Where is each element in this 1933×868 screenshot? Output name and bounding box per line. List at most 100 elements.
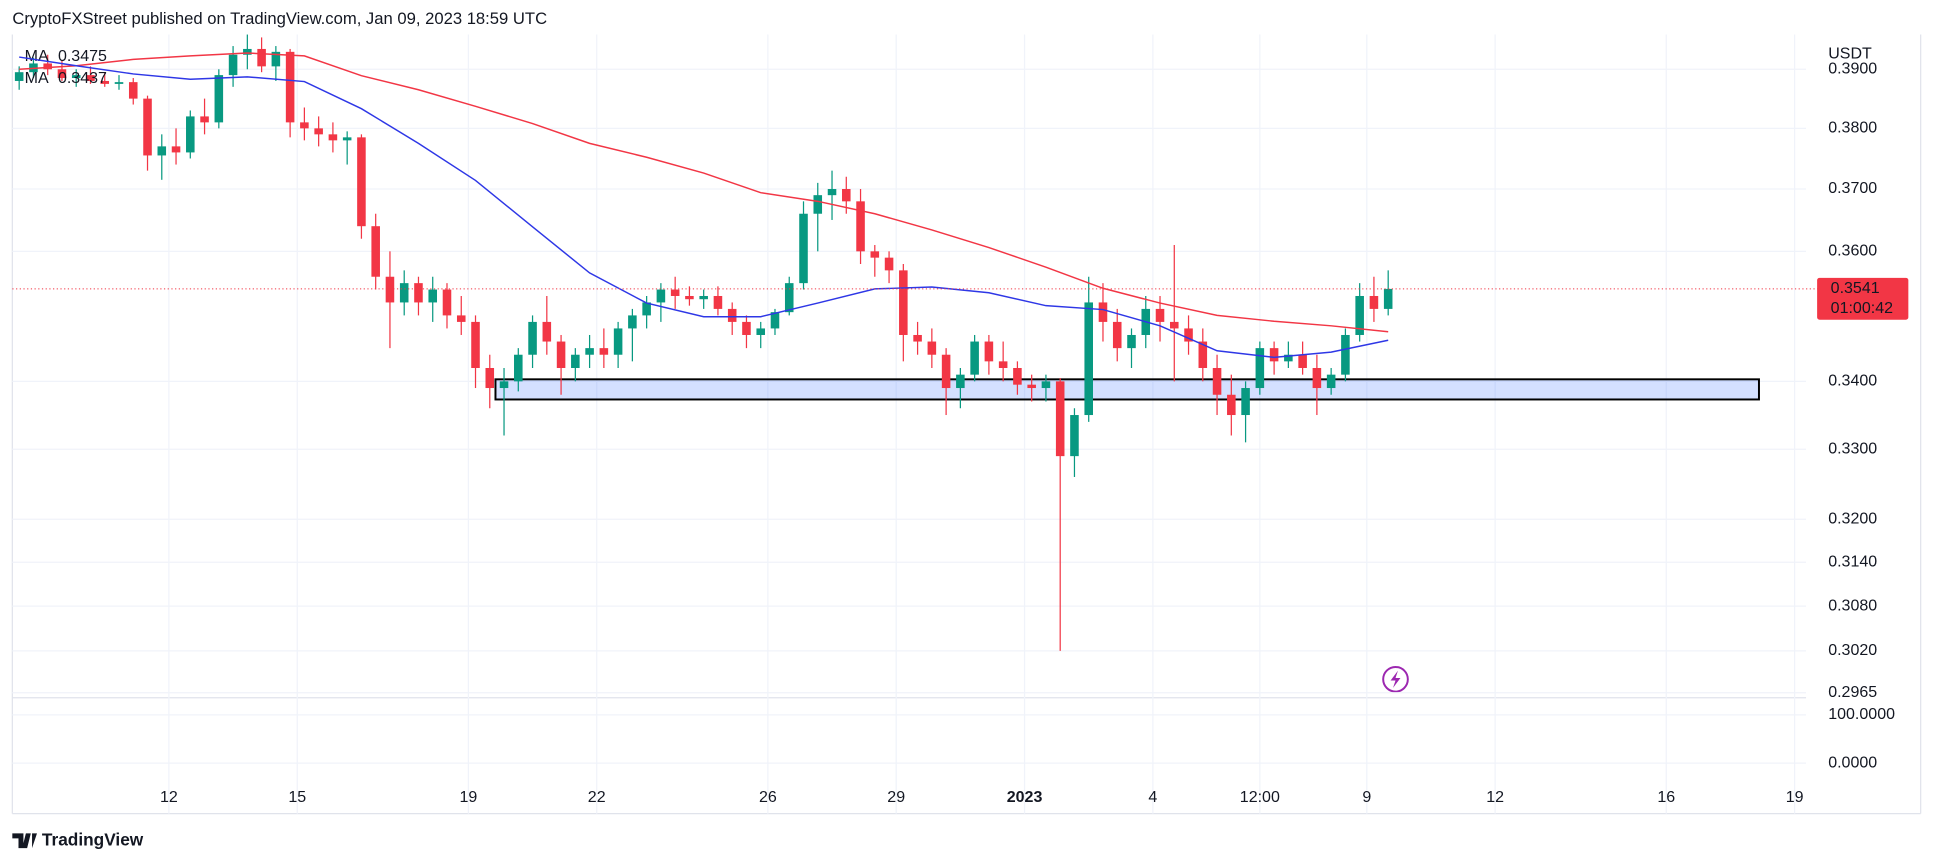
candle-body	[870, 251, 880, 258]
candle-body	[1312, 367, 1322, 389]
candle-body	[656, 289, 666, 303]
candle-body	[856, 201, 865, 252]
y-tick-label: 0.3800	[1828, 119, 1877, 137]
x-tick-label: 12:00	[1240, 788, 1280, 806]
candle-body	[1298, 354, 1307, 368]
candle-body	[1326, 374, 1336, 389]
x-tick-label: 9	[1362, 788, 1371, 806]
candle-body	[14, 72, 24, 81]
y-tick-label: 0.3400	[1828, 372, 1877, 390]
ma-line	[19, 56, 1389, 359]
legend-name: MA	[25, 47, 49, 65]
candle-body	[214, 75, 224, 123]
x-tick-label: 19	[1786, 788, 1804, 806]
candle-body	[571, 354, 580, 368]
candle-body	[585, 348, 594, 355]
candle-body	[799, 213, 808, 284]
candle-body	[285, 51, 295, 123]
candle-body	[998, 361, 1008, 368]
ma-line	[19, 52, 1389, 333]
candle-body	[385, 276, 395, 303]
candle-body	[756, 328, 766, 335]
candle-body	[86, 75, 95, 81]
candle-body	[1084, 302, 1093, 416]
candle-body	[984, 341, 994, 362]
candle-body	[456, 315, 466, 322]
x-tick-label: 4	[1148, 788, 1157, 806]
candle-body	[328, 134, 338, 141]
candle-body	[71, 75, 81, 79]
y-tick-label: 0.3700	[1828, 179, 1877, 197]
candle-body	[1383, 288, 1393, 309]
candle-body	[471, 321, 480, 368]
candle-body	[1355, 295, 1364, 335]
legend-value: 0.3475	[58, 47, 107, 65]
brand: TradingView	[42, 829, 144, 849]
candle-body	[628, 315, 637, 329]
candle-body	[171, 146, 181, 153]
candle-body	[143, 98, 152, 156]
countdown-label: 01:00:42	[1831, 299, 1893, 317]
y-tick-label: 0.3900	[1828, 60, 1877, 78]
x-tick-label: 2023	[1007, 788, 1043, 806]
candle-body	[1369, 295, 1379, 309]
tradingview-logo: TradingView	[12, 829, 144, 849]
candle-body	[399, 283, 409, 303]
candle-body	[956, 374, 965, 389]
candle-body	[300, 122, 309, 129]
candle-body	[1184, 328, 1193, 342]
candle-body	[1027, 384, 1036, 389]
candle-body	[114, 82, 124, 84]
support-zone	[494, 378, 1760, 401]
candle-body	[542, 321, 552, 342]
candle-body	[243, 48, 252, 55]
candle-body	[1098, 302, 1108, 322]
header: CryptoFXStreet published on TradingView.…	[12, 9, 547, 28]
candle-body	[1212, 367, 1222, 395]
candle-body	[428, 289, 438, 303]
y-tick-label: 0.3600	[1828, 242, 1877, 260]
candle-body	[342, 137, 352, 141]
legend-name: MA	[25, 69, 49, 87]
candle-body	[1341, 334, 1350, 375]
y-tick-label: 0.3200	[1828, 509, 1877, 527]
unit-label: USDT	[1828, 45, 1872, 63]
y-tick-label: 0.3020	[1828, 641, 1877, 659]
candle-body	[257, 48, 266, 67]
candle-body	[813, 195, 823, 214]
x-tick-label: 29	[887, 788, 905, 806]
candle-body	[228, 54, 238, 76]
candle-body	[1055, 381, 1065, 457]
candle-body	[970, 341, 979, 375]
x-tick-label: 16	[1657, 788, 1675, 806]
candle-body	[1041, 381, 1051, 389]
candle-body	[43, 63, 52, 70]
candle-body	[1155, 308, 1165, 322]
candle-body	[1013, 367, 1022, 385]
candle-body	[528, 321, 537, 355]
candle-body	[499, 381, 509, 389]
candle-body	[1284, 354, 1293, 362]
x-tick-label: 22	[588, 788, 606, 806]
candle-body	[842, 189, 851, 202]
y-tick-label: 0.3140	[1828, 553, 1877, 571]
candle-body	[556, 341, 566, 368]
candle-body	[613, 328, 623, 355]
price-label-box	[1817, 277, 1909, 320]
y-tick-label: 0.0000	[1828, 753, 1877, 771]
candle-body	[941, 354, 951, 389]
candle-body	[784, 283, 794, 313]
y-tick-label: 0.3080	[1828, 596, 1877, 614]
candle-body	[899, 270, 908, 335]
candle-body	[670, 289, 680, 296]
x-tick-label: 19	[459, 788, 477, 806]
candle-body	[727, 308, 737, 322]
candle-body	[414, 283, 423, 303]
candle-body	[1255, 348, 1265, 389]
candle-body	[371, 226, 380, 277]
candle-body	[1241, 388, 1250, 416]
candle-body	[685, 295, 694, 300]
candle-body	[699, 295, 708, 300]
candle-body	[1269, 348, 1279, 362]
